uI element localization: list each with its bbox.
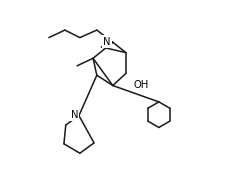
Text: N: N bbox=[103, 36, 110, 47]
Text: N: N bbox=[70, 110, 78, 120]
Text: OH: OH bbox=[133, 80, 149, 90]
